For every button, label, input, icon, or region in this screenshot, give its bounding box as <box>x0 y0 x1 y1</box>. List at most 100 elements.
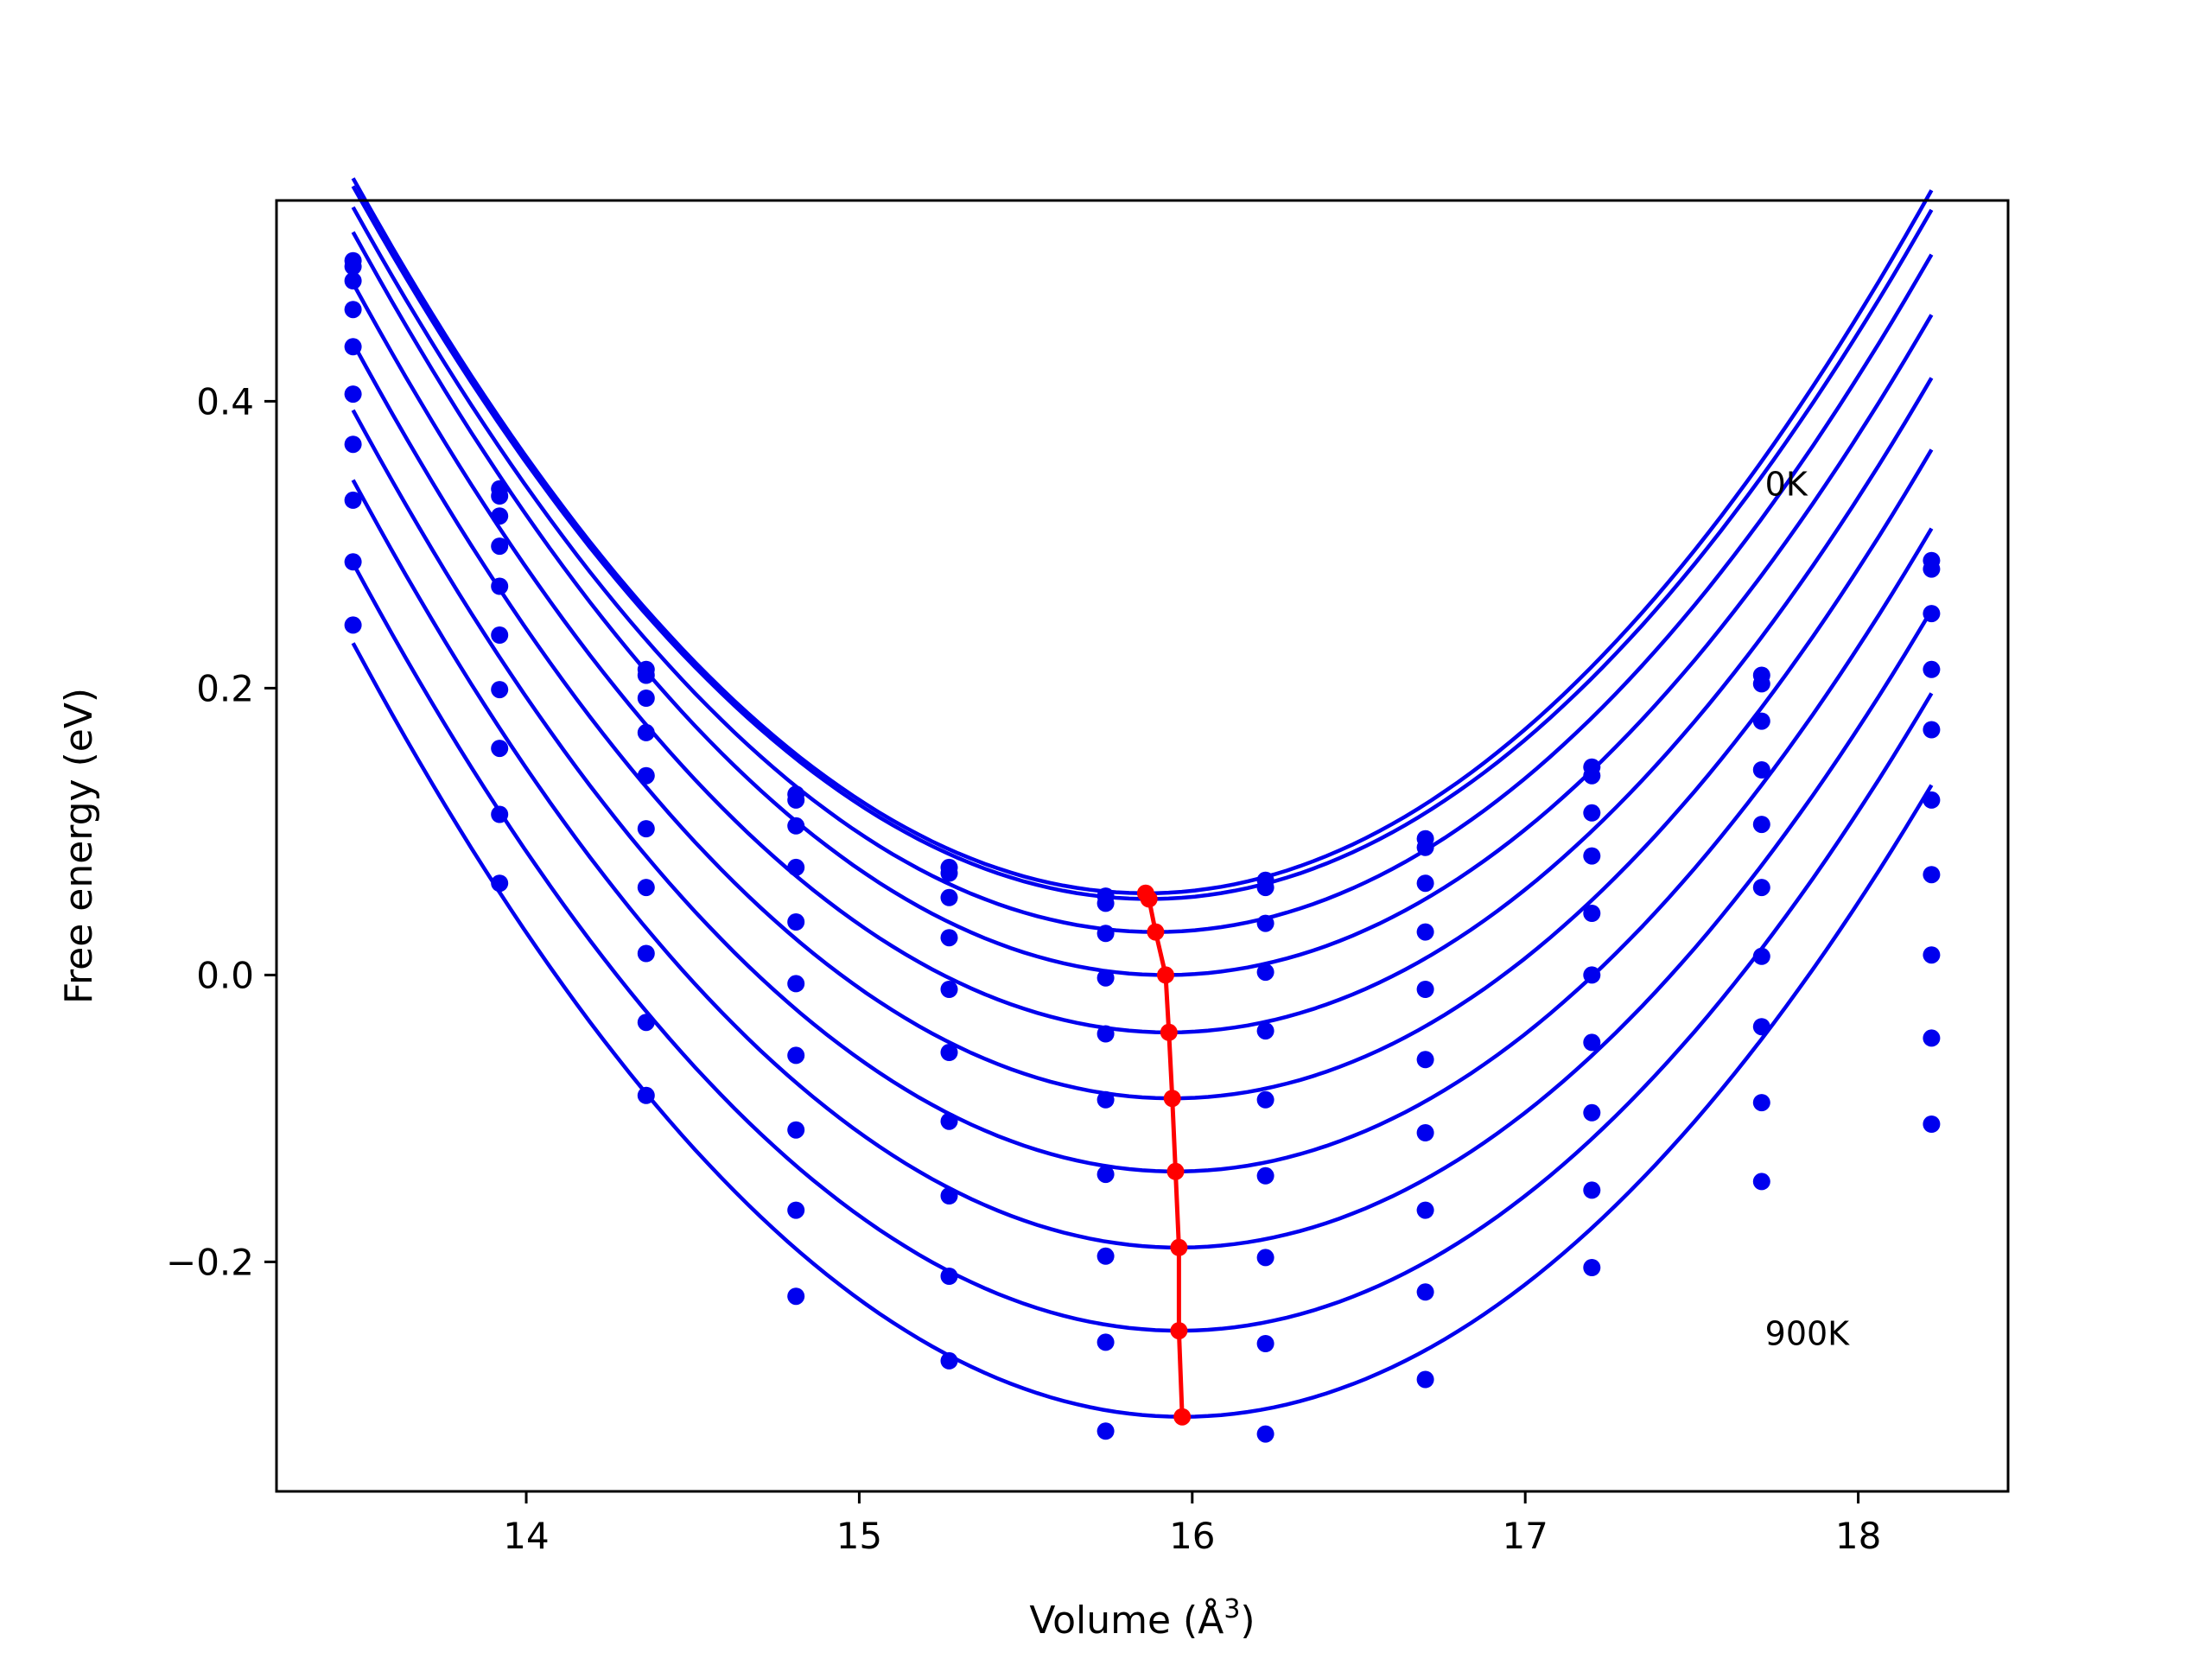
minimum-point <box>1157 966 1174 984</box>
data-point <box>1256 1335 1274 1352</box>
data-point <box>1752 879 1770 897</box>
data-point <box>637 1086 655 1104</box>
data-point <box>1752 761 1770 779</box>
data-point <box>940 981 958 998</box>
data-point <box>637 1014 655 1032</box>
data-point <box>940 1187 958 1205</box>
data-point <box>940 1112 958 1130</box>
minimum-path-line <box>1143 892 1185 1417</box>
y-tick-label: 0.4 <box>196 380 254 423</box>
x-axis-title: Volume (Å3) <box>1029 1594 1255 1643</box>
data-point <box>344 272 362 289</box>
data-point <box>940 1268 958 1285</box>
data-point <box>1752 1173 1770 1191</box>
data-point <box>1923 1116 1941 1133</box>
data-point <box>1923 946 1941 964</box>
data-point <box>1923 721 1941 739</box>
data-point <box>491 537 509 556</box>
data-point <box>1256 1022 1274 1040</box>
data-point <box>637 666 655 684</box>
data-point <box>1096 969 1115 987</box>
data-point <box>1923 791 1941 809</box>
data-point <box>1923 560 1941 578</box>
data-point <box>344 616 362 634</box>
data-point <box>1096 925 1115 943</box>
minimum-point <box>1173 1408 1192 1426</box>
annotations: 0K 900K <box>1765 466 1851 1353</box>
data-point <box>787 1046 805 1065</box>
data-point <box>787 975 805 993</box>
data-point <box>787 1201 805 1219</box>
data-point <box>1583 1181 1601 1199</box>
x-tick-label: 15 <box>836 1515 882 1557</box>
data-point <box>344 338 362 356</box>
minimum-point <box>1140 890 1158 908</box>
data-points <box>344 251 1941 1443</box>
plot-frame <box>275 199 2010 1493</box>
data-point <box>1923 660 1941 678</box>
data-point <box>1256 1249 1274 1267</box>
data-point <box>940 864 958 882</box>
data-point <box>344 553 362 571</box>
fit-curve-5 <box>351 282 1934 1035</box>
data-point <box>1752 1018 1770 1036</box>
data-point <box>1416 1283 1434 1301</box>
fit-curve-8 <box>351 479 1934 1250</box>
data-point <box>787 791 805 809</box>
minimum-point <box>1163 1090 1181 1108</box>
data-point <box>637 723 655 741</box>
fit-curve-4 <box>351 231 1934 977</box>
data-point <box>1752 675 1770 693</box>
data-point <box>787 858 805 876</box>
data-point <box>940 888 958 906</box>
data-point <box>637 879 655 897</box>
data-point <box>491 507 509 525</box>
fit-curve-3 <box>351 206 1934 934</box>
data-point <box>1583 766 1601 785</box>
data-point <box>1923 605 1941 623</box>
data-point <box>1752 1094 1770 1112</box>
data-point <box>491 805 509 823</box>
data-point <box>1256 1090 1274 1109</box>
fit-curve-10 <box>351 642 1934 1419</box>
data-point <box>1416 981 1434 998</box>
data-point <box>491 577 509 595</box>
data-point <box>787 1121 805 1139</box>
data-point <box>787 817 805 835</box>
data-point <box>491 740 509 758</box>
data-point <box>940 929 958 947</box>
data-point <box>1096 1247 1115 1265</box>
data-point <box>344 491 362 509</box>
minimum-point <box>1160 1023 1178 1041</box>
data-point <box>1416 1124 1434 1141</box>
x-tick-label: 17 <box>1502 1515 1548 1557</box>
data-point <box>491 681 509 699</box>
data-point <box>787 913 805 931</box>
data-point <box>940 1351 958 1370</box>
data-point <box>1256 1425 1274 1443</box>
data-point <box>1096 1166 1115 1184</box>
data-point <box>637 766 655 785</box>
y-tick-label: 0.2 <box>196 667 254 709</box>
minimum-path <box>1136 884 1192 1426</box>
data-point <box>344 435 362 454</box>
x-tick-label: 14 <box>503 1515 549 1557</box>
data-point <box>1923 866 1941 884</box>
data-point <box>1096 1333 1115 1351</box>
y-tick-label: 0.0 <box>196 954 254 996</box>
data-point <box>491 626 509 644</box>
fit-curve-6 <box>351 342 1934 1101</box>
data-point <box>787 1287 805 1306</box>
y-axis-ticks: −0.2 0.0 0.2 0.4 <box>166 380 276 1283</box>
y-tick-label: −0.2 <box>166 1241 254 1283</box>
data-point <box>1416 1370 1434 1389</box>
minimum-point <box>1166 1162 1185 1180</box>
data-point <box>1256 914 1274 932</box>
data-point <box>637 820 655 838</box>
temperature-annotation: 900K <box>1765 1314 1851 1352</box>
data-point <box>1583 1033 1601 1052</box>
data-point <box>344 301 362 319</box>
data-point <box>491 487 509 505</box>
